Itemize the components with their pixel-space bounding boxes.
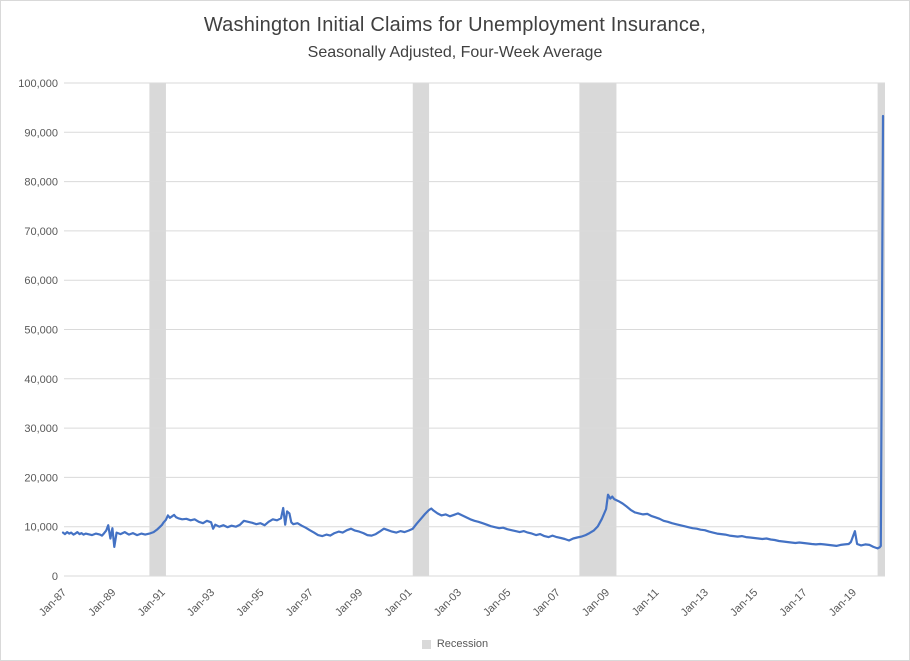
x-axis-tick-label: Jan-15	[728, 587, 760, 619]
y-axis-tick-label: 80,000	[24, 177, 58, 189]
x-axis-tick-label: Jan-97	[284, 587, 316, 619]
x-axis-tick-label: Jan-91	[136, 587, 168, 619]
y-axis-tick-label: 20,000	[24, 472, 58, 484]
x-axis-tick-label: Jan-13	[679, 587, 711, 619]
y-axis-tick-label: 50,000	[24, 325, 58, 337]
x-axis-tick-label: Jan-19	[827, 587, 859, 619]
chart-title: Washington Initial Claims for Unemployme…	[203, 14, 707, 36]
y-axis-tick-label: 0	[52, 571, 58, 583]
chart-subtitle: Seasonally Adjusted, Four-Week Average	[307, 44, 603, 61]
x-axis-tick-label: Jan-99	[333, 587, 365, 619]
y-axis-tick-label: 10,000	[24, 522, 58, 534]
x-axis-tick-label: Jan-01	[382, 587, 414, 619]
x-axis-tick-label: Jan-05	[481, 587, 513, 619]
x-axis-tick-label: Jan-17	[777, 587, 809, 619]
claims-line	[61, 114, 885, 550]
x-axis-tick-label: Jan-11	[630, 587, 662, 619]
y-axis-tick-label: 70,000	[24, 226, 58, 238]
x-axis-tick-label: Jan-09	[580, 587, 612, 619]
x-axis-tick-label: Jan-07	[531, 587, 563, 619]
recession-swatch-icon	[421, 639, 431, 649]
y-axis-tick-label: 100,000	[18, 78, 58, 90]
legend-label: Recession	[436, 638, 489, 650]
x-axis-tick-label: Jan-95	[234, 587, 266, 619]
y-axis-tick-label: 40,000	[24, 374, 58, 386]
legend: Recession	[1, 638, 909, 650]
x-axis-tick-label: Jan-93	[185, 587, 217, 619]
y-axis-tick-label: 90,000	[24, 127, 58, 139]
x-axis-tick-label: Jan-87	[37, 587, 69, 619]
x-axis-tick-label: Jan-03	[432, 587, 464, 619]
x-axis-tick-label: Jan-89	[86, 587, 118, 619]
y-axis-tick-label: 30,000	[24, 423, 58, 435]
y-axis-tick-label: 60,000	[24, 275, 58, 287]
